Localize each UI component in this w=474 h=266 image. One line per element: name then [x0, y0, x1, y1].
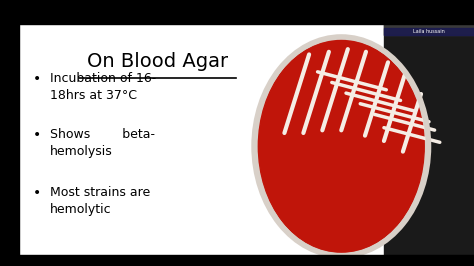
- Text: Incubation of 16-
18hrs at 37°C: Incubation of 16- 18hrs at 37°C: [50, 72, 156, 102]
- Bar: [0, 0, 474, 24]
- Ellipse shape: [255, 37, 428, 255]
- Text: Laila hussain: Laila hussain: [413, 29, 445, 34]
- Text: •: •: [33, 186, 41, 200]
- Text: Most strains are
hemolytic: Most strains are hemolytic: [50, 186, 150, 216]
- Text: •: •: [33, 128, 41, 142]
- Text: Shows        beta-
hemolysis: Shows beta- hemolysis: [50, 128, 155, 158]
- Bar: [384, 0, 474, 35]
- Bar: [0, 0, 19, 266]
- Text: •: •: [33, 72, 41, 86]
- Bar: [384, 0, 474, 266]
- Text: On Blood Agar: On Blood Agar: [87, 52, 228, 71]
- Bar: [384, 28, 474, 35]
- Bar: [0, 255, 474, 266]
- Ellipse shape: [258, 40, 424, 253]
- Bar: [19, 24, 384, 255]
- Text: 👤: 👤: [425, 10, 433, 24]
